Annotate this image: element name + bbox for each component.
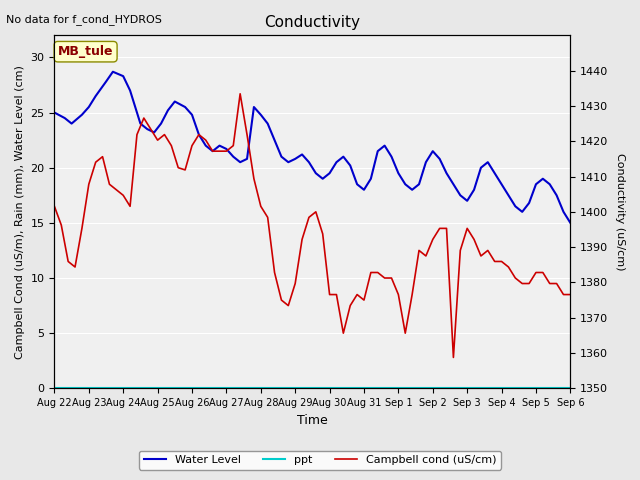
Campbell cond (uS/cm) [326, 292, 333, 298]
Line: Campbell cond (uS/cm): Campbell cond (uS/cm) [54, 94, 570, 358]
Water Level [51, 109, 58, 115]
Campbell cond (uS/cm) [388, 275, 396, 281]
Water Level [491, 170, 499, 176]
Water Level [326, 170, 333, 176]
Text: No data for f_cond_HYDROS: No data for f_cond_HYDROS [6, 14, 163, 25]
Title: Conductivity: Conductivity [264, 15, 360, 30]
Campbell cond (uS/cm) [449, 355, 457, 360]
Campbell cond (uS/cm) [51, 204, 58, 209]
Campbell cond (uS/cm) [99, 154, 106, 159]
Water Level [188, 112, 196, 118]
Campbell cond (uS/cm) [477, 253, 484, 259]
Campbell cond (uS/cm) [236, 91, 244, 96]
Campbell cond (uS/cm) [401, 330, 409, 336]
Water Level [566, 220, 574, 226]
Legend: Water Level, ppt, Campbell cond (uS/cm): Water Level, ppt, Campbell cond (uS/cm) [140, 451, 500, 469]
Campbell cond (uS/cm) [566, 292, 574, 298]
Text: MB_tule: MB_tule [58, 45, 113, 58]
Water Level [109, 69, 116, 74]
Y-axis label: Campbell Cond (uS/m), Rain (mm), Water Level (cm): Campbell Cond (uS/m), Rain (mm), Water L… [15, 65, 25, 359]
Line: Water Level: Water Level [54, 72, 570, 223]
Campbell cond (uS/cm) [229, 143, 237, 148]
Water Level [243, 156, 251, 162]
Water Level [525, 200, 533, 206]
Water Level [504, 192, 512, 198]
Y-axis label: Conductivity (uS/cm): Conductivity (uS/cm) [615, 153, 625, 271]
X-axis label: Time: Time [297, 414, 328, 427]
